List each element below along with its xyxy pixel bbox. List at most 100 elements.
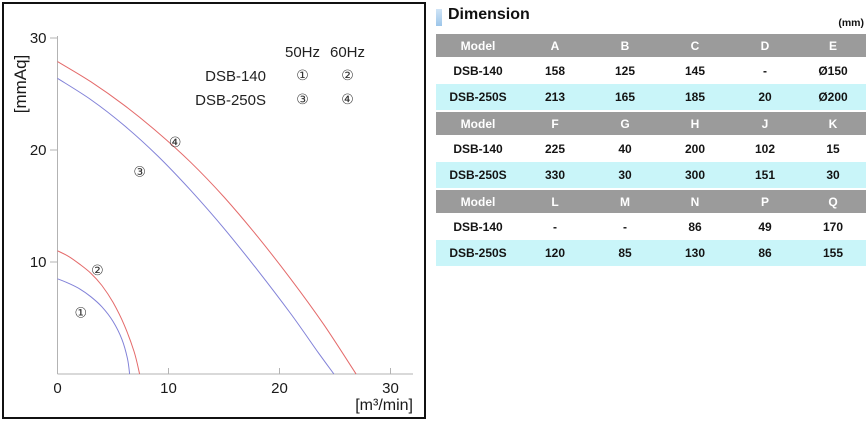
dim-value-cell: Ø200 (800, 84, 866, 110)
dimension-table-block-2: Model F G H J K DSB-140 225 40 200 102 15 DSB-250S 33… (436, 112, 866, 188)
y-tick-label: 20 (30, 142, 47, 159)
dim-value-cell: 30 (800, 162, 866, 188)
dim-header-cell: Model (436, 34, 520, 57)
dim-value-cell: 151 (730, 162, 800, 188)
dimension-table-block-3: Model L M N P Q DSB-140- -86 49 170 DSB-250S 120 85 1… (436, 190, 866, 266)
dim-header-cell: N (660, 190, 730, 213)
dim-value-cell: 49 (730, 213, 800, 240)
dim-value-cell: 86 (730, 240, 800, 266)
legend-model-label: DSB-140 (205, 67, 266, 85)
curve-DSB-250S-50Hz (57, 77, 335, 375)
table-unit-label: (mm) (838, 17, 864, 29)
dim-value-cell: 225 (520, 135, 590, 162)
dim-header-cell: B (590, 34, 660, 57)
section-title: Dimension (448, 6, 530, 23)
dim-model-cell: DSB-140 (436, 213, 520, 240)
table-row: DSB-140 225 40 200 102 15 (436, 135, 866, 162)
dimension-table-block-1: Model A B C D E DSB-140 158 125 145- Ø150 DSB-250S 2… (436, 34, 866, 110)
y-tick-label: 10 (30, 254, 47, 271)
table-header-row: Model A B C D E (436, 34, 866, 57)
dim-value-cell: 30 (590, 162, 660, 188)
dim-value-cell: 330 (520, 162, 590, 188)
table-row: DSB-140 158 125 145- Ø150 (436, 57, 866, 84)
dim-model-cell: DSB-250S (436, 162, 520, 188)
x-tick-label: 0 (53, 380, 61, 397)
dim-value-cell: 200 (660, 135, 730, 162)
legend-mark: ① (296, 68, 309, 84)
x-tick-label: 20 (271, 380, 288, 397)
legend-mark: ④ (341, 92, 354, 108)
table-row: DSB-140- -86 49 170 (436, 213, 866, 240)
y-tick-label: 30 (30, 30, 47, 47)
dim-model-cell: DSB-250S (436, 84, 520, 110)
legend-model-label: DSB-250S (195, 91, 266, 109)
x-tick-label: 10 (160, 380, 177, 397)
dim-value-cell: 15 (800, 135, 866, 162)
curve-DSB-140-60Hz (57, 250, 141, 375)
dim-header-cell: P (730, 190, 800, 213)
legend-freq-header: 60Hz (329, 43, 366, 61)
section-accent-bar-icon (436, 9, 442, 26)
dim-value-cell: - (730, 57, 800, 84)
dimension-tables: Model A B C D E DSB-140 158 125 145- Ø150 DSB-250S 2… (436, 34, 866, 266)
table-row: DSB-250S 213 165 185 20 Ø200 (436, 84, 866, 110)
dim-header-cell: A (520, 34, 590, 57)
dim-model-cell: DSB-140 (436, 135, 520, 162)
curve-DSB-250S-60Hz (57, 61, 357, 375)
x-tick-label: 30 (382, 380, 399, 397)
dim-header-cell: L (520, 190, 590, 213)
dim-value-cell: 85 (590, 240, 660, 266)
dim-header-cell: C (660, 34, 730, 57)
dimension-section: Dimension (mm) Model A B C D E DSB-140 158 125 14… (436, 6, 866, 268)
curve-label-4: ④ (169, 135, 182, 151)
dim-value-cell: 20 (730, 84, 800, 110)
dim-value-cell: 158 (520, 57, 590, 84)
legend-mark: ③ (296, 92, 309, 108)
curve-label-1: ① (75, 305, 88, 321)
dim-header-cell: Model (436, 190, 520, 213)
dimension-section-header: Dimension (mm) (436, 6, 866, 30)
table-header-row: Model F G H J K (436, 112, 866, 135)
dim-header-cell: H (660, 112, 730, 135)
dim-value-cell: 102 (730, 135, 800, 162)
dim-header-cell: Model (436, 112, 520, 135)
dim-value-cell: 300 (660, 162, 730, 188)
y-axis-unit-label: [mmAq] (11, 55, 30, 114)
dim-value-cell: 213 (520, 84, 590, 110)
legend-mark: ② (341, 68, 354, 84)
dim-value-cell: 40 (590, 135, 660, 162)
chart-legend: 50Hz 60Hz DSB-140 ① ② DSB-250S ③ ④ (170, 40, 370, 112)
dim-value-cell: 120 (520, 240, 590, 266)
dim-model-cell: DSB-250S (436, 240, 520, 266)
dim-value-cell: 145 (660, 57, 730, 84)
table-row: DSB-250S 120 85 130 86 155 (436, 240, 866, 266)
dim-value-cell: 130 (660, 240, 730, 266)
curve-DSB-140-50Hz (57, 278, 131, 375)
performance-chart-panel: 10 20 30 0 10 20 30 [m³/min] [mmAq] ① ② ③ ④ 50Hz 60Hz… (2, 2, 426, 419)
dim-header-cell: K (800, 112, 866, 135)
dim-header-cell: J (730, 112, 800, 135)
dim-value-cell: 165 (590, 84, 660, 110)
dim-value-cell: 185 (660, 84, 730, 110)
dim-header-cell: M (590, 190, 660, 213)
table-row: DSB-250S 330 30 300 151 30 (436, 162, 866, 188)
dim-header-cell: Q (800, 190, 866, 213)
dim-value-cell: 125 (590, 57, 660, 84)
dim-model-cell: DSB-140 (436, 57, 520, 84)
dim-value-cell: 170 (800, 213, 866, 240)
dim-header-cell: E (800, 34, 866, 57)
curve-label-3: ③ (133, 164, 146, 180)
dim-value-cell: - (590, 213, 660, 240)
curve-label-2: ② (91, 263, 104, 279)
dim-header-cell: G (590, 112, 660, 135)
dim-header-cell: D (730, 34, 800, 57)
dim-header-cell: F (520, 112, 590, 135)
table-header-row: Model L M N P Q (436, 190, 866, 213)
dim-value-cell: - (520, 213, 590, 240)
dim-value-cell: Ø150 (800, 57, 866, 84)
x-axis-unit-label: [m³/min] (355, 397, 413, 414)
dim-value-cell: 155 (800, 240, 866, 266)
legend-freq-header: 50Hz (284, 43, 321, 61)
